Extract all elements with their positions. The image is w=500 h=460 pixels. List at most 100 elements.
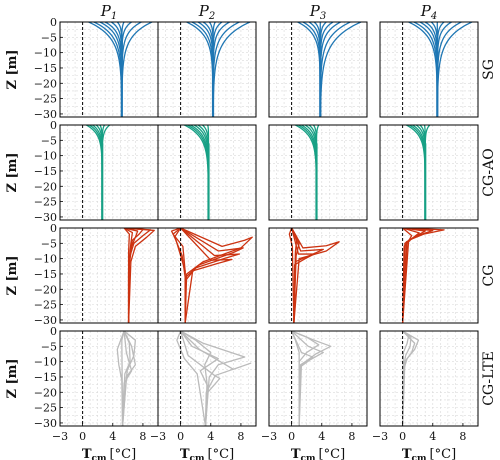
ytick-label: 0 bbox=[50, 325, 57, 338]
panel-cg-p2-profile-4 bbox=[180, 228, 253, 323]
panel-cg-ao-p1-profile-7 bbox=[101, 125, 111, 220]
panel-cg-lte-p3-profile-1 bbox=[291, 331, 320, 426]
x-axis-label: Tcm [°C] bbox=[180, 447, 234, 460]
xtick-label: 4 bbox=[429, 430, 436, 443]
panel-sg-p1-profile-4 bbox=[104, 22, 123, 117]
xtick-label: 0 bbox=[177, 430, 184, 443]
panel-cg-p1-profile-6 bbox=[123, 228, 130, 323]
panel-cg-p2-profile-2 bbox=[172, 228, 186, 323]
ytick-label: 0 bbox=[50, 119, 57, 132]
row-label-sg: SG bbox=[481, 59, 497, 80]
panel-cg-lte-p3-curves bbox=[291, 331, 332, 426]
panel-cg-p1-frame bbox=[59, 227, 159, 324]
x-axis-label: Tcm [°C] bbox=[82, 447, 136, 460]
panel-cg-ao-p4-profile-3 bbox=[411, 125, 426, 220]
panel-cg-p3-curves bbox=[288, 228, 340, 323]
panel-sg-p4-profile-9 bbox=[436, 22, 462, 117]
panel-cg-ao-p3-frame bbox=[268, 124, 368, 221]
row-label-cg-lte: CG-LTE bbox=[481, 351, 497, 406]
ytick-label: −15 bbox=[34, 268, 57, 281]
ytick-label: −5 bbox=[41, 237, 57, 250]
column-title-p1: P1 bbox=[100, 2, 117, 22]
ytick-label: −20 bbox=[34, 386, 57, 399]
panel-sg-p1-curves bbox=[88, 22, 153, 117]
ytick-label: −15 bbox=[34, 371, 57, 384]
panel-cg-p4-frame bbox=[379, 227, 479, 324]
panel-cg-p4-profile-5 bbox=[401, 228, 413, 323]
ytick-label: −5 bbox=[41, 31, 57, 44]
ytick-label: −20 bbox=[34, 283, 57, 296]
ytick-label: −10 bbox=[34, 150, 57, 163]
xtick-label: −3 bbox=[150, 430, 166, 443]
panel-sg-p4-profile-10 bbox=[436, 22, 473, 117]
panel-cg-lte-p2-frame bbox=[157, 330, 257, 427]
panel-cg-lte-p1-profile-5 bbox=[121, 331, 133, 426]
panel-cg-lte-p4-profile-3 bbox=[401, 331, 416, 426]
ytick-label: −10 bbox=[34, 253, 57, 266]
panel-cg-ao-p3-curves bbox=[294, 125, 320, 220]
panel-sg-p2-frame bbox=[157, 21, 257, 118]
panel-sg-p4-curves bbox=[408, 22, 473, 117]
xtick-label: 8 bbox=[237, 430, 244, 443]
panel-cg-p4-profile-4 bbox=[401, 228, 445, 323]
panel-cg-p2-frame bbox=[157, 227, 257, 324]
xtick-label: 8 bbox=[139, 430, 146, 443]
text-layer: 0−5−10−15−20−25−30Z [m] SG0−5−10−15−20−25… bbox=[5, 2, 497, 460]
x-axis-label: Tcm [°C] bbox=[402, 447, 456, 460]
frame-layer bbox=[59, 21, 479, 427]
panel-cg-lte-p2-profile-3 bbox=[180, 331, 246, 426]
panel-sg-p3-frame bbox=[268, 21, 368, 118]
panel-sg-p4-frame bbox=[379, 21, 479, 118]
panel-cg-ao-p2-frame bbox=[157, 124, 257, 221]
panel-cg-p4-curves bbox=[401, 228, 445, 323]
panel-cg-p3-frame bbox=[268, 227, 368, 324]
panel-cg-lte-p3-profile-5 bbox=[291, 331, 300, 426]
ytick-label: −5 bbox=[41, 134, 57, 147]
xtick-label: 4 bbox=[318, 430, 325, 443]
ytick-label: −25 bbox=[34, 299, 57, 312]
panel-cg-lte-p2-curves bbox=[176, 331, 252, 426]
xtick-label: 4 bbox=[109, 430, 116, 443]
ytick-label: −15 bbox=[34, 165, 57, 178]
panel-sg-p3-profile-3 bbox=[308, 22, 321, 117]
panel-sg-p1-profile-9 bbox=[121, 22, 142, 117]
y-axis-label: Z [m] bbox=[5, 358, 20, 398]
ytick-label: −25 bbox=[34, 196, 57, 209]
panel-cg-p2-profile-1 bbox=[170, 228, 186, 323]
panel-cg-ao-p2-curves bbox=[183, 125, 210, 220]
panel-cg-ao-p1-profile-2 bbox=[88, 125, 103, 220]
xtick-label: 0 bbox=[399, 430, 406, 443]
panel-cg-lte-p1-frame bbox=[59, 330, 159, 427]
ytick-label: −10 bbox=[34, 47, 57, 60]
xtick-label: 4 bbox=[207, 430, 214, 443]
y-axis-label: Z [m] bbox=[5, 49, 20, 89]
panel-sg-p4-profile-3 bbox=[419, 22, 438, 117]
ytick-label: −30 bbox=[34, 417, 57, 430]
panel-cg-lte-p1-profile-3 bbox=[121, 331, 137, 426]
xtick-label: 8 bbox=[348, 430, 355, 443]
xtick-label: 0 bbox=[288, 430, 295, 443]
panel-cg-ao-p1-curves bbox=[85, 125, 111, 220]
panel-cg-p1-profile-5 bbox=[124, 228, 155, 323]
ytick-label: 0 bbox=[50, 16, 57, 29]
xtick-label: −3 bbox=[52, 430, 68, 443]
xtick-label: 8 bbox=[459, 430, 466, 443]
ytick-label: −10 bbox=[34, 356, 57, 369]
panel-cg-ao-p4-curves bbox=[405, 125, 431, 220]
x-axis-label: Tcm [°C] bbox=[291, 447, 345, 460]
row-label-cg-ao: CG-AO bbox=[481, 148, 497, 196]
ytick-label: −30 bbox=[34, 314, 57, 327]
ytick-label: 0 bbox=[50, 222, 57, 235]
column-title-p3: P3 bbox=[309, 2, 326, 22]
xtick-label: −3 bbox=[261, 430, 277, 443]
panel-sg-p3-profile-2 bbox=[302, 22, 321, 117]
panel-cg-lte-p2-profile-5 bbox=[179, 331, 221, 426]
panel-cg-lte-p2-profile-6 bbox=[176, 331, 207, 426]
panel-cg-p3-profile-5 bbox=[290, 228, 315, 323]
panel-cg-lte-p2-profile-2 bbox=[180, 331, 219, 426]
panel-cg-p2-profile-5 bbox=[180, 228, 244, 323]
xtick-label: 0 bbox=[79, 430, 86, 443]
column-title-p2: P2 bbox=[198, 2, 215, 22]
panel-cg-ao-p1-profile-3 bbox=[91, 125, 103, 220]
